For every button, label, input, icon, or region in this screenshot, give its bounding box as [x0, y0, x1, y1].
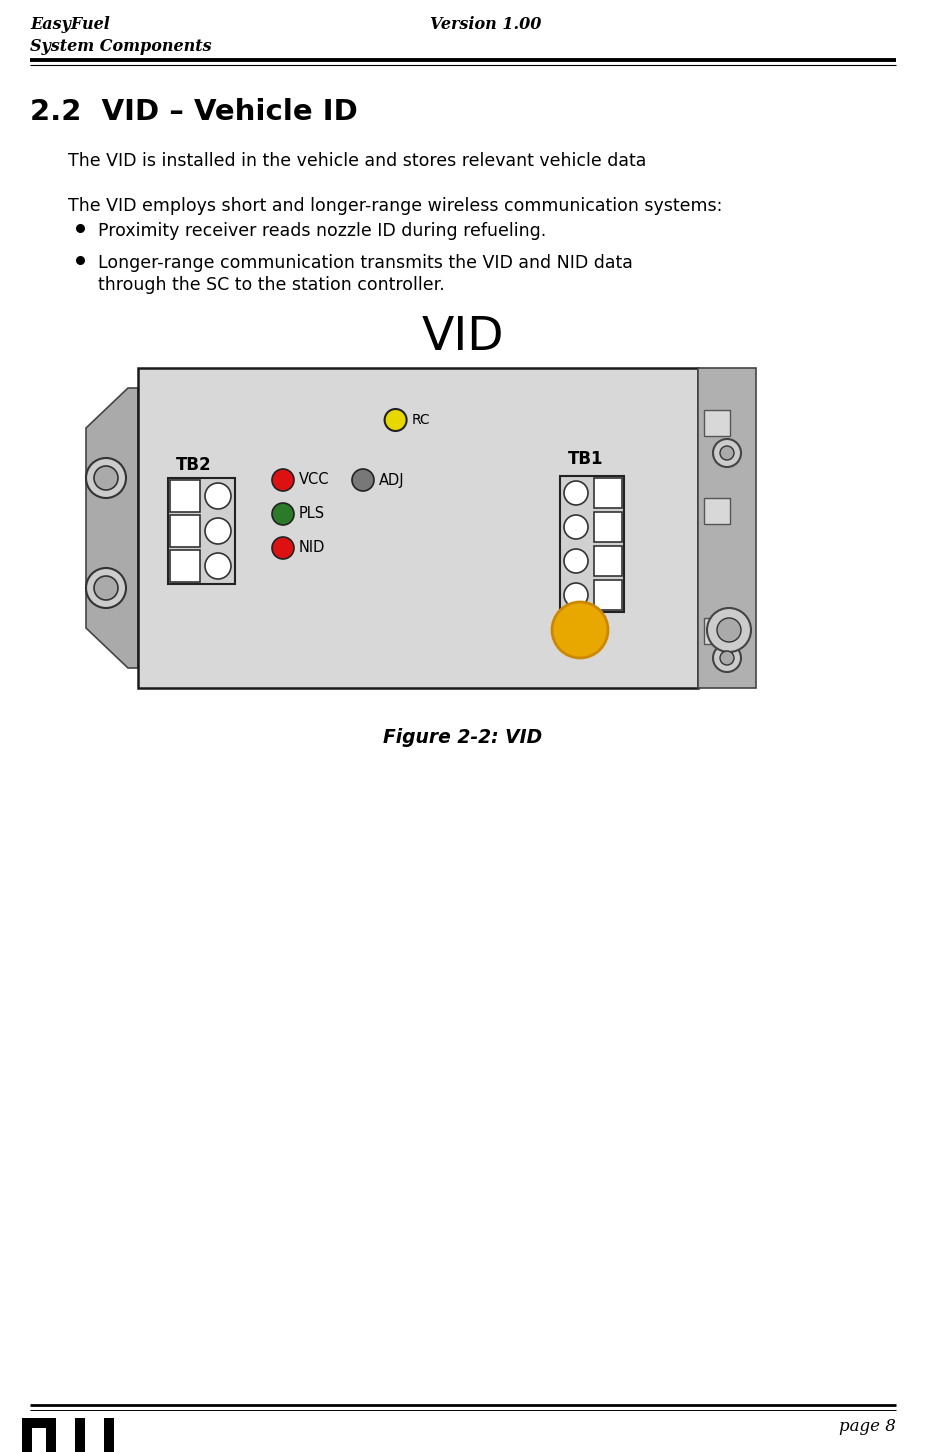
Text: through the SC to the station controller.: through the SC to the station controller…	[98, 276, 444, 293]
Text: page 8: page 8	[839, 1419, 896, 1435]
Circle shape	[720, 446, 734, 460]
Bar	[594, 546, 622, 576]
Text: PLS: PLS	[299, 507, 325, 521]
Text: RC: RC	[411, 412, 431, 427]
Circle shape	[713, 645, 741, 672]
Bar	[704, 619, 730, 645]
Circle shape	[205, 553, 231, 579]
Circle shape	[94, 576, 118, 600]
Text: TB1: TB1	[568, 450, 604, 468]
Text: NID: NID	[299, 540, 325, 556]
Circle shape	[717, 619, 741, 642]
Circle shape	[720, 650, 734, 665]
Bar	[594, 513, 622, 542]
Circle shape	[205, 484, 231, 510]
Bar	[704, 498, 730, 524]
Bar	[170, 481, 200, 513]
Circle shape	[272, 502, 294, 526]
Text: EasyFuel: EasyFuel	[30, 16, 110, 33]
Bar	[22, 1419, 56, 1452]
Circle shape	[86, 568, 126, 608]
Circle shape	[384, 409, 407, 431]
Bar	[560, 476, 624, 611]
Bar	[170, 515, 200, 547]
Text: ADJ: ADJ	[379, 472, 405, 488]
Bar	[168, 478, 235, 584]
Circle shape	[713, 439, 741, 468]
Circle shape	[564, 481, 588, 505]
Text: VID: VID	[421, 315, 505, 360]
Circle shape	[272, 469, 294, 491]
Polygon shape	[86, 388, 138, 668]
Circle shape	[352, 469, 374, 491]
Text: TB2: TB2	[176, 456, 212, 473]
Bar	[594, 579, 622, 610]
Text: The VID is installed in the vehicle and stores relevant vehicle data: The VID is installed in the vehicle and …	[68, 152, 646, 170]
Circle shape	[564, 549, 588, 574]
Text: Version 1.00: Version 1.00	[430, 16, 542, 33]
Bar	[704, 409, 730, 436]
Circle shape	[94, 466, 118, 489]
Circle shape	[86, 457, 126, 498]
Circle shape	[552, 603, 608, 658]
Circle shape	[564, 515, 588, 539]
Bar	[104, 1419, 114, 1452]
Text: Proximity receiver reads nozzle ID during refueling.: Proximity receiver reads nozzle ID durin…	[98, 222, 546, 240]
Text: System Components: System Components	[30, 38, 212, 55]
Circle shape	[707, 608, 751, 652]
Text: 2.2  VID – Vehicle ID: 2.2 VID – Vehicle ID	[30, 97, 357, 126]
Bar	[75, 1419, 85, 1452]
Bar	[698, 367, 756, 688]
Text: The VID employs short and longer-range wireless communication systems:: The VID employs short and longer-range w…	[68, 197, 722, 215]
Text: VCC: VCC	[299, 472, 330, 488]
Circle shape	[205, 518, 231, 544]
Bar	[594, 478, 622, 508]
Bar	[138, 367, 698, 688]
Circle shape	[564, 584, 588, 607]
Bar	[32, 1427, 46, 1452]
Circle shape	[272, 537, 294, 559]
Bar	[170, 550, 200, 582]
Text: Longer-range communication transmits the VID and NID data: Longer-range communication transmits the…	[98, 254, 632, 272]
Text: Figure 2-2: VID: Figure 2-2: VID	[383, 727, 543, 746]
